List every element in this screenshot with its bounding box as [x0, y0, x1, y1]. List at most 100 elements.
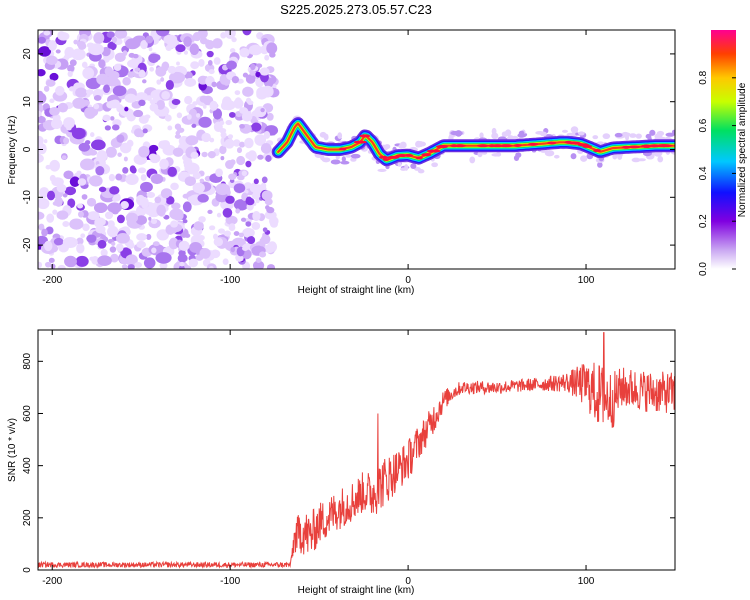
- heatmap-cell: [209, 69, 215, 74]
- heatmap-cell: [79, 143, 91, 152]
- x-tick-label: 100: [578, 576, 595, 587]
- spectrogram-xlabel: Height of straight line (km): [298, 285, 415, 296]
- heatmap-cell: [232, 76, 239, 83]
- ridge-hotspot: [593, 149, 601, 152]
- heatmap-cell: [219, 146, 226, 155]
- ridge-hotspot: [656, 144, 669, 147]
- heatmap-cell: [492, 133, 497, 139]
- heatmap-cell: [63, 237, 78, 248]
- heatmap-cell: [140, 182, 153, 192]
- ridge-hotspot: [450, 144, 458, 147]
- heatmap-cell: [247, 236, 255, 244]
- heatmap-cell: [52, 209, 57, 214]
- heatmap-cell: [233, 99, 243, 109]
- heatmap-cell: [580, 155, 587, 162]
- heatmap-cell: [90, 132, 94, 137]
- heatmap-cell: [571, 126, 578, 133]
- heatmap-cell: [270, 221, 278, 228]
- heatmap-cell: [243, 73, 248, 78]
- heatmap-cell: [127, 242, 135, 249]
- chart-title: S225.2025.273.05.57.C23: [280, 2, 432, 17]
- heatmap-cell: [198, 59, 204, 67]
- heatmap-cell: [191, 124, 196, 128]
- heatmap-cell: [148, 53, 159, 63]
- heatmap-cell: [75, 87, 87, 97]
- heatmap-cell: [241, 218, 246, 222]
- ridge-hotspot: [500, 144, 509, 147]
- heatmap-cell: [193, 183, 205, 194]
- heatmap-cell: [154, 196, 161, 203]
- heatmap-cell: [72, 128, 86, 139]
- heatmap-cell: [242, 171, 247, 176]
- heatmap-cell: [214, 57, 221, 65]
- heatmap-cell: [225, 196, 235, 204]
- heatmap-cell: [179, 241, 190, 251]
- heatmap-cell: [264, 244, 275, 253]
- heatmap-cell: [242, 87, 253, 97]
- snr-panel: -200 -100 0 1000200400600800 Height of stra…: [7, 330, 675, 596]
- heatmap-cell: [141, 174, 147, 181]
- ridge-hotspot: [436, 145, 448, 148]
- heatmap-cell: [51, 118, 62, 129]
- heatmap-cell: [230, 247, 235, 252]
- heatmap-cell: [76, 243, 84, 253]
- heatmap-cell: [98, 240, 107, 249]
- heatmap-cell: [175, 212, 183, 220]
- y-tick-label: -20: [22, 237, 33, 252]
- heatmap-cell: [63, 171, 73, 180]
- heatmap-cell: [535, 131, 544, 135]
- heatmap-cell: [183, 158, 192, 166]
- ridge-hotspot: [547, 141, 556, 144]
- heatmap-cell: [108, 71, 119, 80]
- heatmap-cell: [210, 249, 220, 258]
- heatmap-cell: [78, 211, 84, 218]
- heatmap-cell: [136, 233, 147, 241]
- heatmap-cell: [103, 84, 110, 93]
- heatmap-cell: [57, 210, 69, 219]
- heatmap-cell: [44, 139, 48, 143]
- heatmap-cell: [177, 112, 182, 118]
- heatmap-cell: [131, 167, 137, 173]
- heatmap-cell: [265, 155, 271, 162]
- heatmap-cell: [155, 252, 171, 264]
- heatmap-cell: [163, 35, 177, 45]
- heatmap-cell: [419, 142, 426, 147]
- heatmap-cell: [98, 59, 105, 68]
- heatmap-cell: [231, 37, 236, 42]
- heatmap-cell: [261, 143, 272, 154]
- heatmap-cell: [35, 155, 42, 160]
- x-tick-label: -100: [220, 576, 240, 587]
- heatmap-cell: [229, 223, 235, 227]
- heatmap-cell: [184, 78, 196, 87]
- heatmap-cell: [262, 86, 274, 98]
- heatmap-cell: [153, 241, 160, 246]
- heatmap-cell: [97, 150, 108, 162]
- heatmap-cell: [150, 103, 159, 111]
- heatmap-cell: [76, 171, 81, 175]
- heatmap-cell: [87, 198, 96, 207]
- heatmap-cell: [377, 169, 386, 172]
- heatmap-cell: [159, 159, 169, 170]
- heatmap-cell: [149, 145, 158, 152]
- heatmap-cell: [189, 258, 198, 267]
- heatmap-cell: [183, 219, 188, 223]
- heatmap-cell: [165, 115, 172, 122]
- heatmap-cell: [116, 233, 130, 244]
- heatmap-cell: [260, 108, 264, 112]
- heatmap-cell: [64, 47, 74, 58]
- heatmap-cell: [62, 155, 67, 159]
- heatmap-cell: [36, 111, 42, 117]
- heatmap-cell: [93, 103, 99, 109]
- heatmap-cell: [222, 96, 232, 107]
- heatmap-cell: [35, 136, 44, 145]
- heatmap-cell: [554, 155, 560, 159]
- heatmap-cell: [235, 208, 240, 213]
- heatmap-cell: [266, 42, 277, 54]
- heatmap-cell: [87, 42, 95, 47]
- heatmap-cell: [562, 130, 568, 133]
- y-tick-label: 200: [22, 509, 33, 526]
- heatmap-cell: [324, 134, 329, 141]
- heatmap-cell: [91, 140, 106, 151]
- heatmap-cell: [256, 257, 262, 263]
- heatmap-cell: [235, 90, 241, 95]
